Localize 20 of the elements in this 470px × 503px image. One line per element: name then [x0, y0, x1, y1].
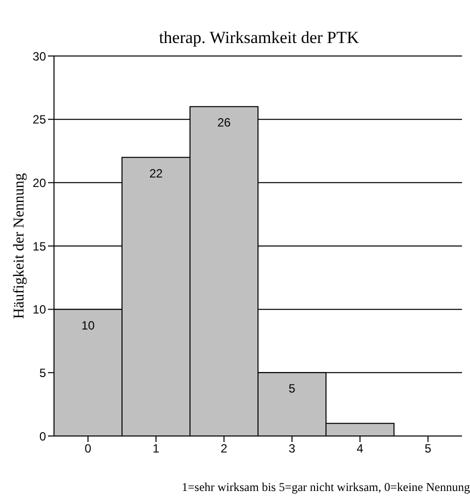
x-tick-label: 4: [356, 442, 364, 456]
chart-title: therap. Wirksamkeit der PTK: [158, 28, 360, 48]
x-tick-label: 0: [84, 442, 92, 456]
data-label: 5: [288, 382, 296, 396]
y-axis-title: Häufigkeit der Nennung: [11, 172, 28, 319]
y-tick-label: 0: [39, 429, 46, 444]
x-tick-label: 3: [288, 442, 296, 456]
x-tick-label: 1: [152, 442, 160, 456]
x-tick-label: 5: [424, 442, 432, 456]
y-tick-label: 20: [32, 176, 46, 190]
y-tick-label: 25: [32, 112, 46, 127]
data-label: 22: [149, 166, 163, 180]
text: 1=sehr wirksam bis 5=gar nicht wirksam, 0=keine Nennung: [180, 480, 470, 495]
y-tick-label: 30: [32, 49, 46, 64]
y-tick-label: 15: [32, 239, 46, 254]
y-tick-label: 10: [32, 302, 46, 317]
data-label: 10: [81, 318, 95, 332]
x-tick-label: 2: [220, 442, 228, 456]
y-tick-label: 5: [39, 366, 46, 380]
data-label: 26: [217, 116, 231, 130]
